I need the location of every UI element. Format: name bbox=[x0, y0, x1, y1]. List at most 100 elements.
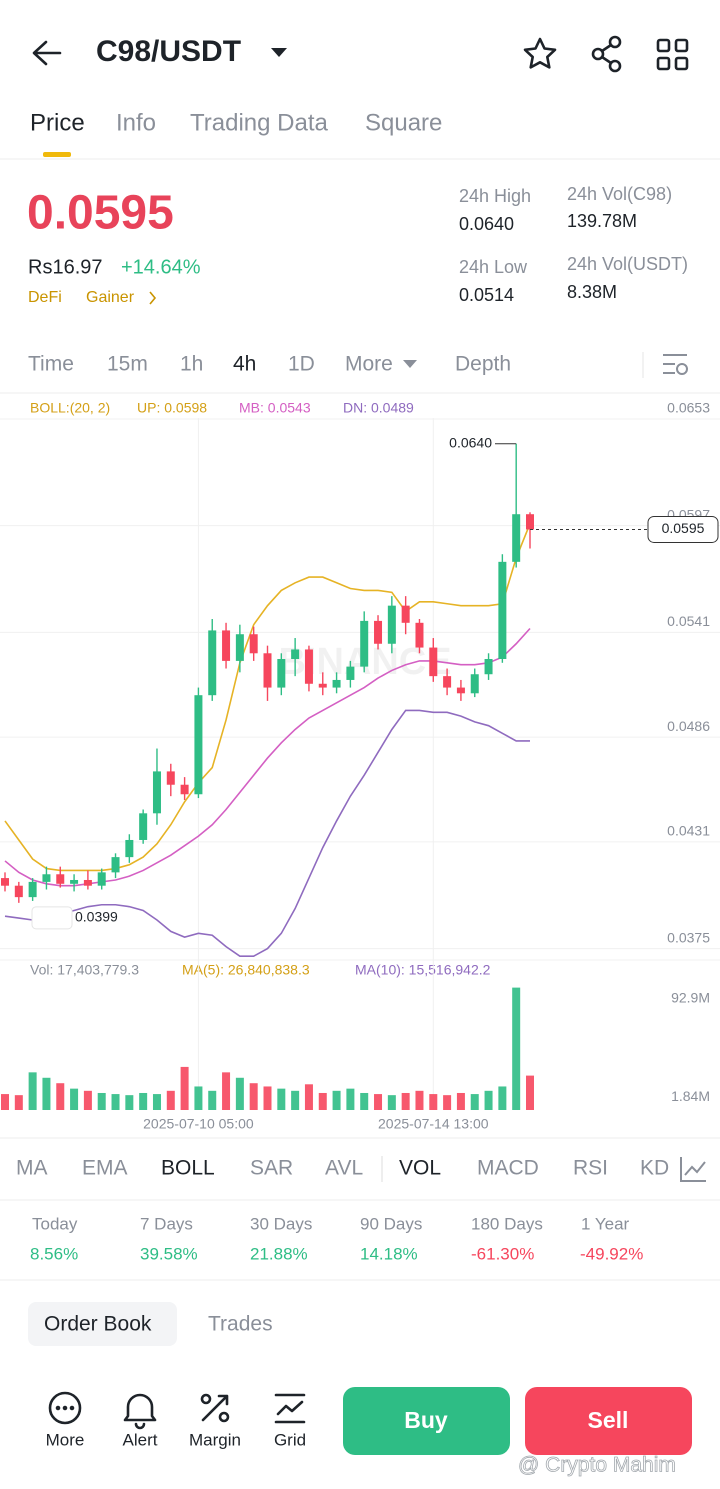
candle-body bbox=[429, 647, 438, 677]
y-tick-label: 0.0541 bbox=[667, 613, 710, 629]
interval[interactable]: Depth bbox=[455, 353, 511, 376]
candle-body bbox=[139, 813, 148, 840]
candle-body bbox=[526, 514, 534, 530]
interval[interactable]: More bbox=[345, 353, 393, 376]
volume-bar bbox=[429, 1094, 438, 1110]
action-label[interactable]: More bbox=[46, 1430, 85, 1449]
share-icon[interactable] bbox=[591, 35, 622, 73]
candle-body bbox=[1, 878, 9, 886]
pair-title[interactable]: C98/USDT bbox=[96, 35, 241, 68]
indicator-tab[interactable]: EMA bbox=[82, 1157, 128, 1180]
interval[interactable]: 1h bbox=[180, 353, 203, 376]
grid-trading-icon[interactable] bbox=[274, 1393, 306, 1424]
legend-entry: MB: 0.0543 bbox=[239, 400, 311, 416]
stat-label: 24h Vol(C98) bbox=[567, 184, 672, 204]
favorite-icon[interactable] bbox=[523, 37, 557, 69]
candle-body bbox=[222, 630, 231, 661]
interval[interactable]: 1D bbox=[288, 353, 315, 376]
alert-icon[interactable] bbox=[123, 1393, 157, 1430]
tab[interactable]: Trading Data bbox=[190, 109, 329, 136]
volume-bar bbox=[456, 1092, 465, 1110]
indicator-tab[interactable]: RSI bbox=[573, 1157, 608, 1180]
action-label[interactable]: Alert bbox=[123, 1430, 158, 1449]
candle-body bbox=[332, 679, 341, 688]
interval[interactable]: Time bbox=[28, 353, 74, 376]
margin-icon[interactable] bbox=[200, 1393, 230, 1423]
candle-body bbox=[97, 872, 106, 886]
indicator-tab[interactable]: BOLL bbox=[161, 1157, 215, 1180]
indicator-tab[interactable]: KD bbox=[640, 1157, 669, 1180]
volume-bar bbox=[111, 1094, 120, 1110]
y-tick-label: 0.0653 bbox=[667, 400, 710, 416]
indicator-tab[interactable]: MA bbox=[16, 1157, 48, 1180]
chart-settings-icon[interactable] bbox=[663, 354, 688, 375]
min-icon bbox=[31, 906, 73, 930]
indicator-tab[interactable]: SAR bbox=[250, 1157, 293, 1180]
volume-bar bbox=[291, 1090, 300, 1110]
book-tab[interactable]: Trades bbox=[208, 1313, 273, 1336]
tab-indicator bbox=[43, 152, 71, 157]
volume-bar bbox=[166, 1090, 175, 1110]
sell-button[interactable] bbox=[525, 1387, 692, 1455]
candle-body bbox=[194, 695, 203, 795]
volume-bar bbox=[125, 1095, 134, 1110]
period-change: 21.88% bbox=[250, 1244, 308, 1263]
action-label[interactable]: Margin bbox=[189, 1430, 241, 1449]
last-price-label: 0.0595 bbox=[662, 520, 705, 536]
period-change: 8.56% bbox=[30, 1244, 78, 1263]
period-label: 1 Year bbox=[581, 1214, 630, 1233]
interval[interactable]: 4h bbox=[233, 353, 256, 376]
candle-body bbox=[83, 879, 92, 886]
volume-bar bbox=[304, 1084, 313, 1110]
volume-bar bbox=[249, 1083, 258, 1110]
candle-body bbox=[14, 885, 23, 898]
candle-body bbox=[443, 676, 452, 688]
candle-body bbox=[360, 620, 369, 667]
volume-bar bbox=[318, 1092, 327, 1110]
more-icon[interactable] bbox=[48, 1391, 82, 1425]
volume-bar bbox=[56, 1083, 65, 1110]
boll-line bbox=[4, 523, 531, 872]
volume-bar bbox=[484, 1090, 493, 1110]
candle-body bbox=[152, 771, 161, 814]
candle-body bbox=[374, 620, 383, 644]
book-tab[interactable]: Order Book bbox=[44, 1313, 152, 1336]
stat-value: 139.78M bbox=[567, 211, 637, 231]
back-button[interactable] bbox=[32, 40, 62, 66]
candle-body bbox=[70, 879, 79, 884]
volume-bar bbox=[526, 1075, 534, 1110]
tag[interactable]: DeFi bbox=[28, 289, 62, 306]
sell-label[interactable]: Sell bbox=[588, 1407, 629, 1433]
tab[interactable]: Square bbox=[365, 109, 442, 136]
volume-bar bbox=[360, 1092, 369, 1110]
candle-body bbox=[208, 630, 217, 696]
buy-button[interactable] bbox=[343, 1387, 510, 1455]
candle-body bbox=[249, 634, 258, 654]
interval[interactable]: 15m bbox=[107, 353, 148, 376]
volume-bar bbox=[83, 1090, 92, 1110]
stat-value: 0.0514 bbox=[459, 285, 514, 305]
candle-body bbox=[304, 649, 313, 684]
indicator-settings-icon[interactable] bbox=[680, 1157, 706, 1182]
volume-bar bbox=[222, 1072, 231, 1110]
y-tick-label: 0.0375 bbox=[667, 929, 710, 945]
candle-body bbox=[291, 649, 300, 659]
volume-bar bbox=[70, 1088, 79, 1110]
indicator-tab[interactable]: AVL bbox=[325, 1157, 363, 1180]
last-price: 0.0595 bbox=[27, 187, 174, 240]
indicator-tab[interactable]: VOL bbox=[399, 1157, 441, 1180]
tab[interactable]: Price bbox=[30, 109, 85, 136]
action-label[interactable]: Grid bbox=[274, 1430, 306, 1449]
period-label: 90 Days bbox=[360, 1214, 422, 1233]
grid-icon[interactable] bbox=[656, 38, 689, 71]
tab[interactable]: Info bbox=[116, 109, 156, 136]
candle-body bbox=[277, 658, 286, 688]
tag[interactable]: Gainer bbox=[86, 289, 135, 306]
buy-label[interactable]: Buy bbox=[404, 1407, 448, 1433]
y-tick-label: 0.0486 bbox=[667, 718, 710, 734]
candle-body bbox=[456, 687, 465, 694]
volume-bar bbox=[194, 1086, 203, 1110]
pair-dropdown[interactable] bbox=[271, 48, 287, 57]
indicator-tab[interactable]: MACD bbox=[477, 1157, 539, 1180]
